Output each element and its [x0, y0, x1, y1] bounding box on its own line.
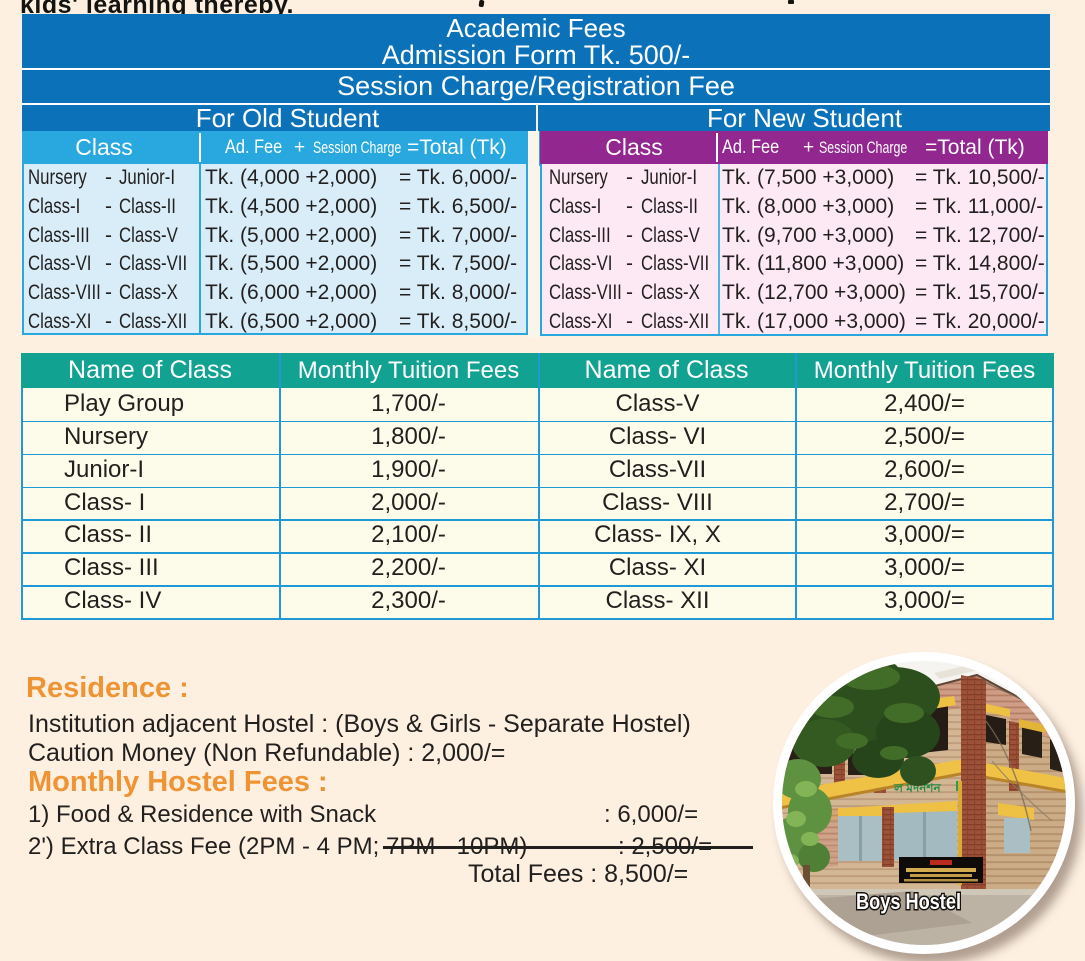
svg-text:Boys Hostel: Boys Hostel [856, 889, 961, 914]
